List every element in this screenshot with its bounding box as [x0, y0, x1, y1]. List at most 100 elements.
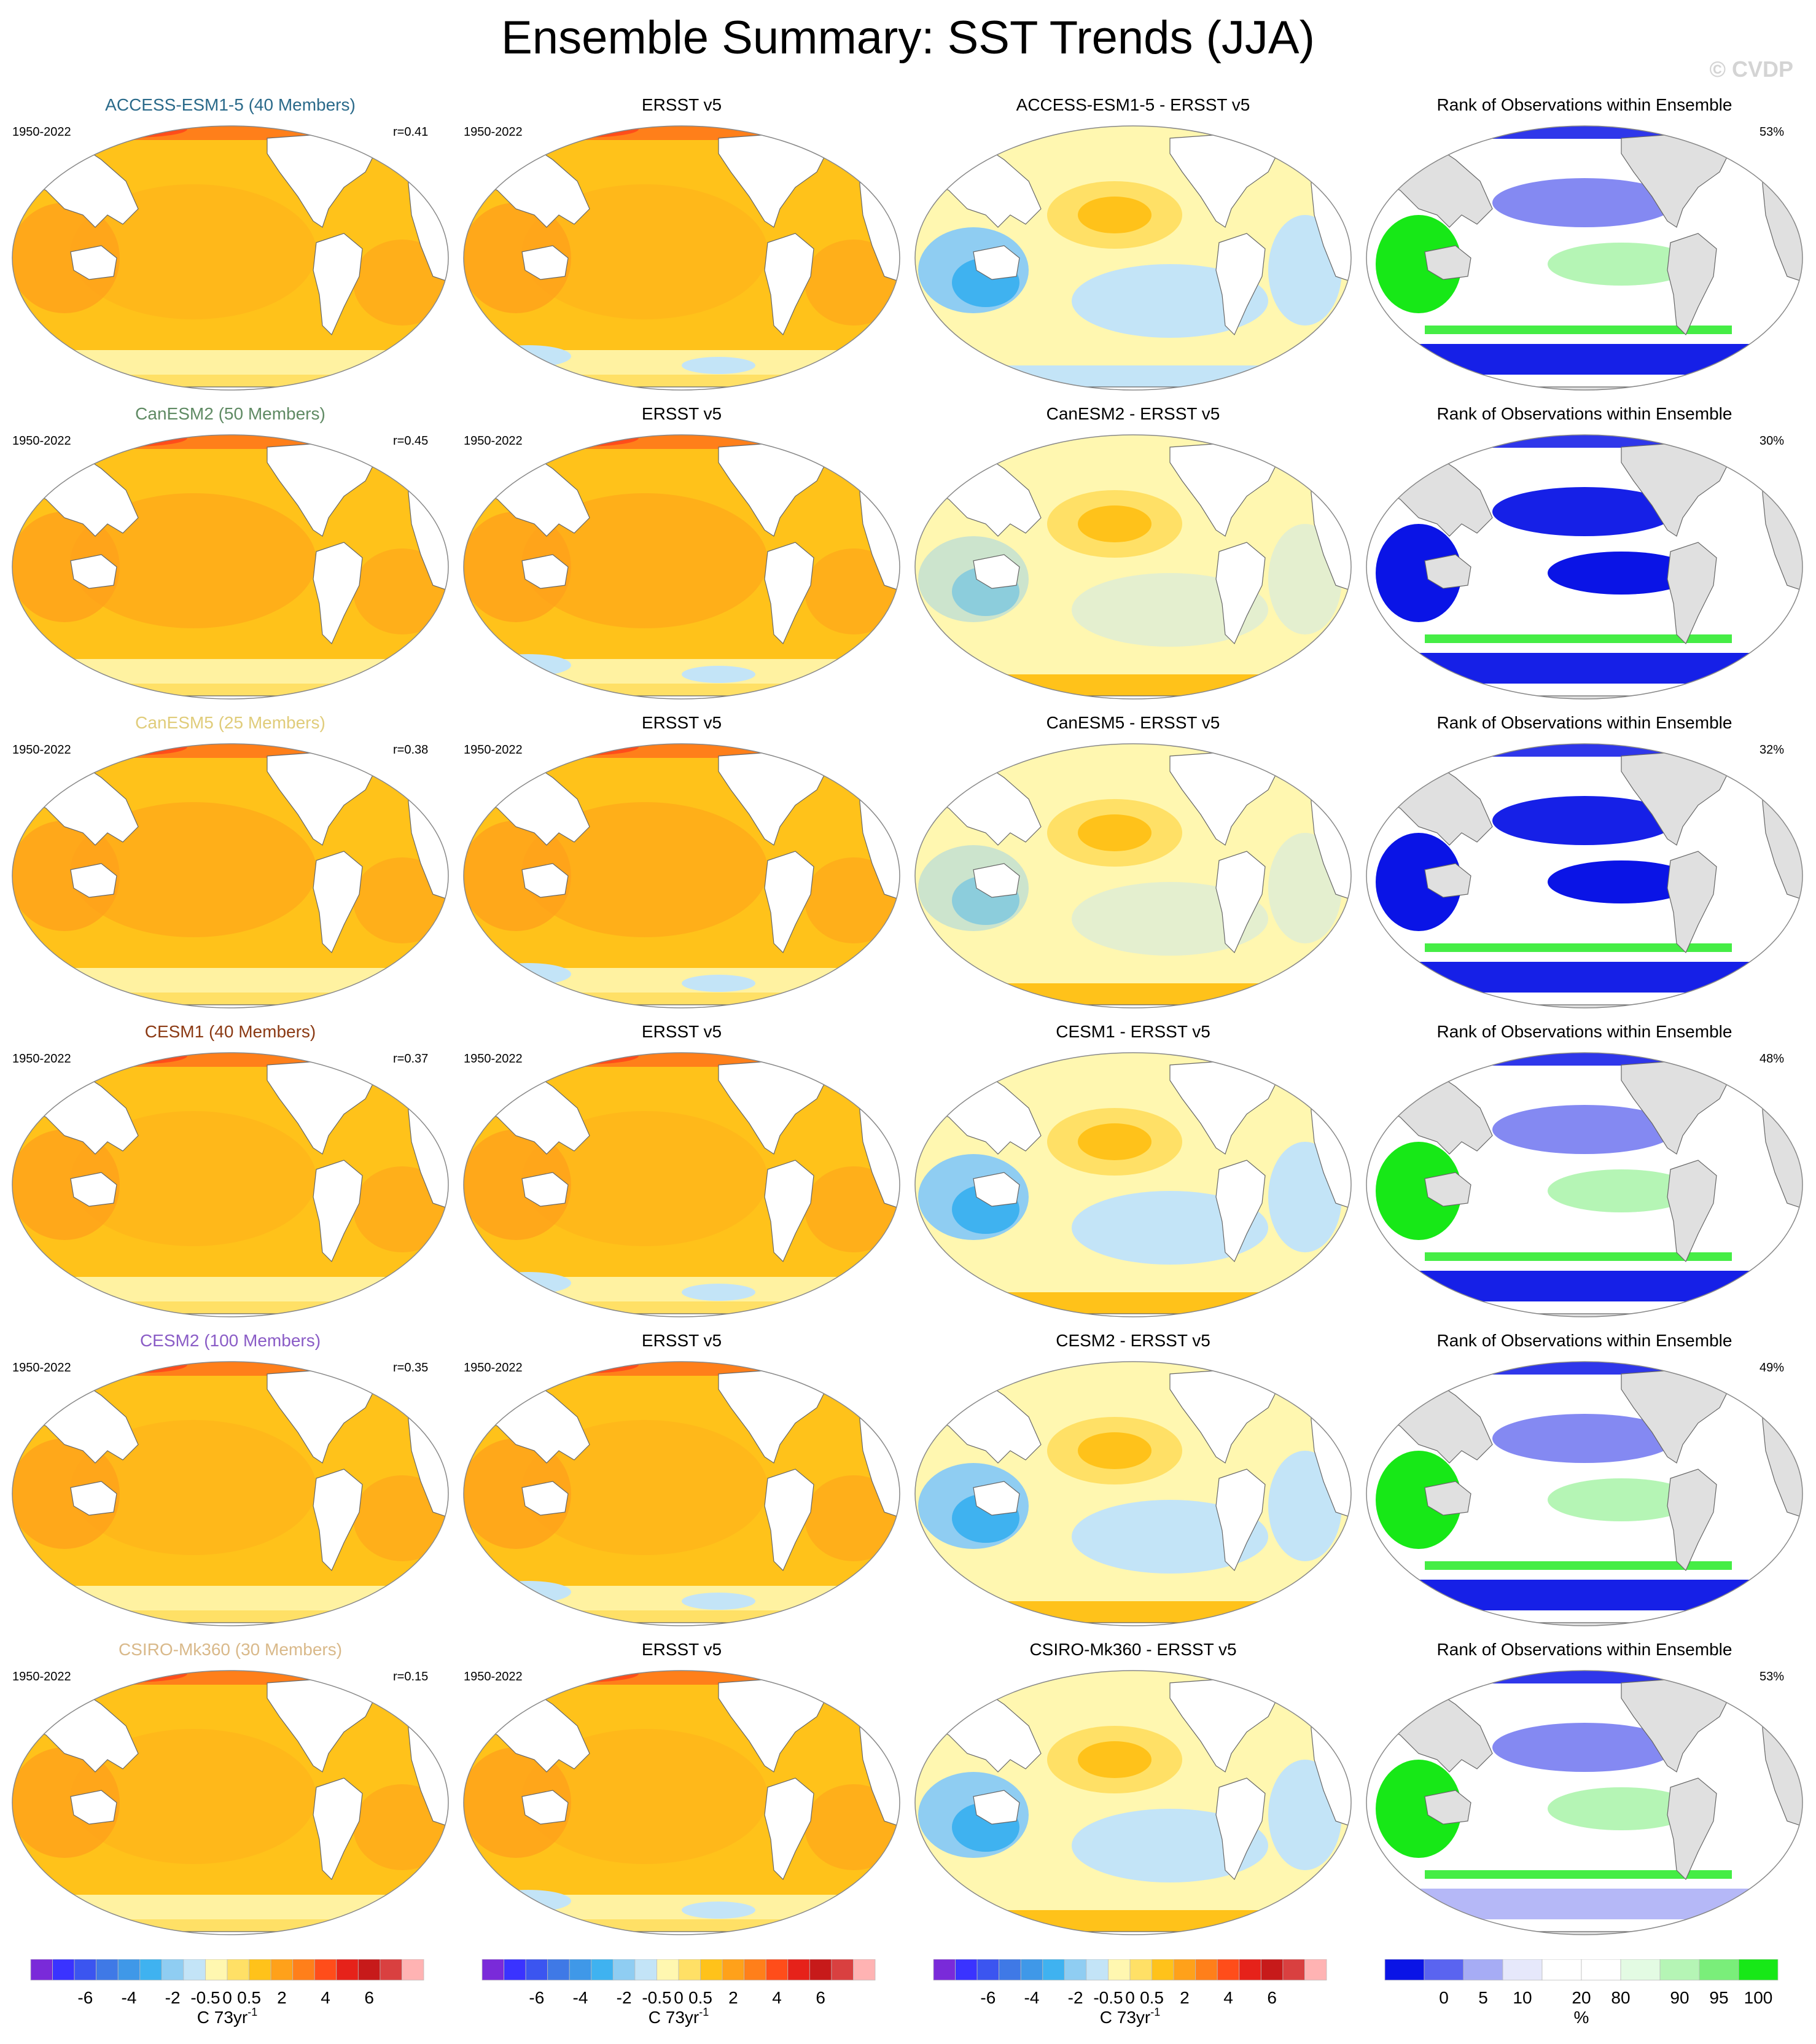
- model-title: CanESM5 (25 Members): [135, 713, 325, 732]
- obs-trend-map: [463, 1052, 900, 1317]
- legend-tick-label: 0: [222, 1988, 232, 2007]
- legend-swatch: [96, 1959, 119, 1981]
- rank-percent: 48%: [1759, 1052, 1785, 1066]
- rank-map: [1366, 434, 1803, 700]
- model-trend-map: [12, 743, 449, 1008]
- legend-swatch: [1304, 1959, 1327, 1981]
- legend-swatch: [1699, 1959, 1739, 1981]
- rank-map: [1366, 125, 1803, 391]
- legend-swatch: [1020, 1959, 1043, 1981]
- watermark-logo: © CVDP: [1709, 57, 1793, 82]
- legend-tick-label: 4: [1223, 1988, 1233, 2007]
- diff-title: ACCESS-ESM1-5 - ERSST v5: [1016, 95, 1250, 114]
- diff-trend-map: [914, 1361, 1352, 1626]
- legend-swatch: [1282, 1959, 1305, 1981]
- pattern-correlation: r=0.15: [393, 1670, 429, 1683]
- period-label: 1950-2022: [12, 743, 71, 757]
- legend-swatch: [955, 1959, 978, 1981]
- rank-percent: 49%: [1759, 1361, 1785, 1375]
- obs-title: ERSST v5: [641, 95, 722, 114]
- obs-trend-map: [463, 434, 900, 700]
- legend-tick-label: 20: [1572, 1988, 1591, 2007]
- legend-swatch: [52, 1959, 75, 1981]
- pattern-correlation: r=0.45: [393, 434, 429, 448]
- diff-title: CanESM2 - ERSST v5: [1046, 404, 1220, 423]
- legend-tick-label: 0.5: [688, 1988, 712, 2007]
- rank-percent: 53%: [1759, 1670, 1785, 1683]
- legend-rank-colorbar: 0 5 10 20 80 90 95 100%: [1384, 1959, 1779, 2027]
- legend-tick-label: 2: [277, 1988, 287, 2007]
- rank-percent: 30%: [1759, 434, 1785, 448]
- obs-title: ERSST v5: [641, 713, 722, 732]
- rank-map: [1366, 743, 1803, 1008]
- period-label: 1950-2022: [464, 434, 523, 448]
- legend-tick-label: 90: [1670, 1988, 1689, 2007]
- legend-tick-label: 0.5: [1140, 1988, 1164, 2007]
- legend-swatch: [139, 1959, 162, 1981]
- legend-swatch: [933, 1959, 956, 1981]
- legend-swatch: [1541, 1959, 1582, 1981]
- legend-swatch: [161, 1959, 184, 1981]
- legend-swatch: [809, 1959, 832, 1981]
- legend-swatch: [1086, 1959, 1109, 1981]
- diff-title: CESM1 - ERSST v5: [1056, 1022, 1210, 1041]
- legend-swatch: [678, 1959, 701, 1981]
- legend-swatch: [380, 1959, 402, 1981]
- legend-tick-label: -2: [165, 1988, 181, 2007]
- legend-swatch: [1152, 1959, 1174, 1981]
- legend-tick-label: 4: [772, 1988, 782, 2007]
- model-title: CSIRO-Mk360 (30 Members): [118, 1640, 343, 1659]
- obs-title: ERSST v5: [641, 1331, 722, 1350]
- legend-swatch: [1260, 1959, 1284, 1981]
- legend-obs-colorbar: -6 -4 -2 -0.5 0 0.5 2 4 6 C 73yr-1: [481, 1959, 876, 2027]
- legend-swatch: [700, 1959, 723, 1981]
- period-label: 1950-2022: [12, 125, 71, 139]
- legend-swatch: [270, 1959, 294, 1981]
- legend-tick-label: -6: [529, 1988, 544, 2007]
- legend-tick-label: -0.5: [190, 1988, 220, 2007]
- legend-swatch: [1239, 1959, 1261, 1981]
- legend-swatch: [117, 1959, 141, 1981]
- rank-percent: 53%: [1759, 125, 1785, 139]
- legend-tick-label: 80: [1611, 1988, 1630, 2007]
- obs-title: ERSST v5: [641, 404, 722, 423]
- legend-swatch: [722, 1959, 745, 1981]
- legend-swatch: [481, 1959, 504, 1981]
- rank-title: Rank of Observations within Ensemble: [1436, 1640, 1732, 1659]
- legend-tick-label: 0: [1439, 1988, 1449, 2007]
- legend-swatch: [1195, 1959, 1218, 1981]
- diff-trend-map: [914, 125, 1352, 391]
- period-label: 1950-2022: [464, 1361, 523, 1375]
- legend-swatch: [249, 1959, 271, 1981]
- obs-trend-map: [463, 1361, 900, 1626]
- obs-title: ERSST v5: [641, 1022, 722, 1041]
- legend-model-colorbar: -6 -4 -2 -0.5 0 0.5 2 4 6 C 73yr-1: [30, 1959, 424, 2027]
- legend-swatch: [1042, 1959, 1065, 1981]
- period-label: 1950-2022: [12, 1670, 71, 1683]
- period-label: 1950-2022: [464, 743, 523, 757]
- rank-percent: 32%: [1759, 743, 1785, 757]
- legend-swatch: [547, 1959, 570, 1981]
- diff-title: CanESM5 - ERSST v5: [1046, 713, 1220, 732]
- legend-swatch: [1424, 1959, 1464, 1981]
- legend-swatch: [744, 1959, 766, 1981]
- legend-tick-label: 2: [1180, 1988, 1190, 2007]
- legend-swatch: [569, 1959, 592, 1981]
- legend-swatch: [853, 1959, 876, 1981]
- legend-swatch: [336, 1959, 359, 1981]
- rank-map: [1366, 1052, 1803, 1317]
- legend-swatch: [591, 1959, 614, 1981]
- legend-swatch: [30, 1959, 53, 1981]
- period-label: 1950-2022: [464, 125, 523, 139]
- legend-diff-colorbar: -6 -4 -2 -0.5 0 0.5 2 4 6 C 73yr-1: [933, 1959, 1327, 2027]
- legend-swatch: [357, 1959, 381, 1981]
- legend-swatch: [525, 1959, 548, 1981]
- legend-tick-label: 10: [1513, 1988, 1532, 2007]
- period-label: 1950-2022: [12, 434, 71, 448]
- period-label: 1950-2022: [12, 1361, 71, 1375]
- rank-map: [1366, 1670, 1803, 1935]
- diff-trend-map: [914, 434, 1352, 700]
- legend-tick-label: 5: [1478, 1988, 1488, 2007]
- legend-swatch: [1384, 1959, 1425, 1981]
- pattern-correlation: r=0.41: [393, 125, 429, 139]
